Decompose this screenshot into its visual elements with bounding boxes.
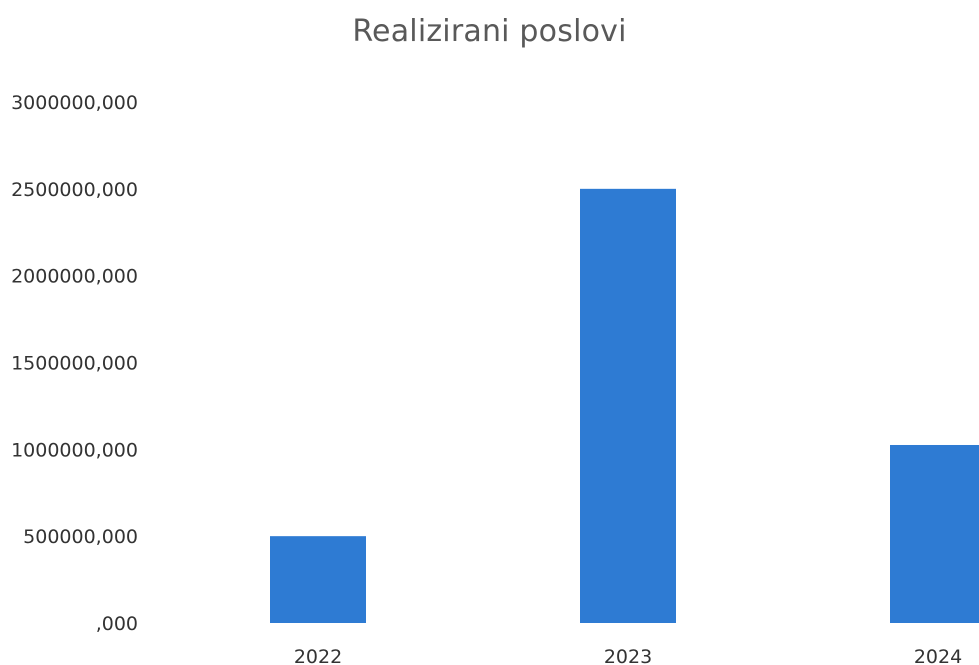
- bars: [270, 188, 979, 624]
- bar-2022: [270, 536, 366, 623]
- y-axis: ,000 500000,000 1000000,000 1500000,000 2000…: [11, 92, 138, 635]
- bar-2024: [890, 444, 979, 623]
- y-tick-label: 3000000,000: [11, 92, 138, 114]
- y-tick-label: 2500000,000: [11, 179, 138, 201]
- x-axis: 2022 2023 2024: [294, 646, 962, 665]
- chart-title: Realizirani poslovi: [352, 14, 627, 49]
- y-tick-label: 500000,000: [23, 526, 138, 548]
- y-tick-label: ,000: [96, 613, 138, 635]
- bar-2023: [580, 188, 676, 624]
- x-tick-label: 2024: [914, 646, 962, 665]
- x-tick-label: 2023: [604, 646, 652, 665]
- y-tick-label: 2000000,000: [11, 266, 138, 288]
- x-tick-label: 2022: [294, 646, 342, 665]
- y-tick-label: 1000000,000: [11, 439, 138, 461]
- y-tick-label: 1500000,000: [11, 353, 138, 375]
